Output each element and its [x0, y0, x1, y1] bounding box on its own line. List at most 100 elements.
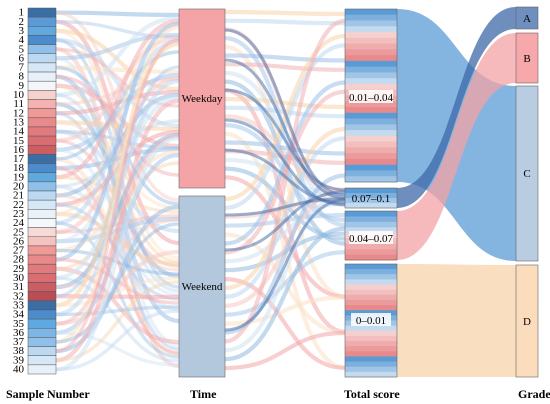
- time-score-link: [224, 28, 346, 197]
- score-label-007-01: 0.07–0.1: [352, 193, 391, 205]
- grade-column: A B C D: [515, 6, 539, 378]
- score-grade-link: [397, 7, 516, 208]
- sample-cell: [27, 218, 57, 228]
- score-stripe: [345, 269, 397, 275]
- sample-time-link: [55, 37, 180, 129]
- sample-cell: [27, 328, 57, 338]
- time-score-link: [224, 136, 346, 299]
- time-score-link: [224, 330, 346, 371]
- sample-number-label: 35: [13, 318, 25, 330]
- sample-number-label: 15: [13, 135, 25, 147]
- score-label-0-001: 0–0.01: [356, 315, 386, 327]
- sample-cell: [27, 337, 57, 347]
- sample-time-link: [55, 72, 180, 152]
- score-stripe: [345, 176, 397, 183]
- sample-number-label: 39: [13, 354, 25, 366]
- column-title-time: Time: [190, 387, 217, 401]
- sample-number-label: 2: [19, 16, 25, 28]
- node-weekday-label: Weekday: [182, 93, 223, 105]
- label-bg-004-007: [349, 231, 393, 244]
- sample-number-label: 14: [13, 126, 25, 138]
- node-grade-a: [515, 6, 539, 30]
- sample-number-label: 26: [13, 235, 25, 247]
- sample-number-label: 4: [19, 34, 25, 46]
- time-score-link: [224, 197, 346, 217]
- sample-time-link: [55, 75, 180, 235]
- sample-time-link: [55, 331, 180, 367]
- sample-time-link: [55, 65, 180, 75]
- score-stripe: [345, 60, 397, 68]
- score-stripe: [345, 101, 397, 108]
- sample-cell: [27, 209, 57, 219]
- sample-number-label: 19: [13, 171, 25, 183]
- sample-number-label: 40: [13, 364, 25, 376]
- time-score-link: [224, 58, 346, 200]
- score-stripe: [345, 274, 397, 280]
- score-stripe: [345, 130, 397, 137]
- score-stripe: [345, 20, 397, 27]
- node-score-004-007: [344, 210, 398, 261]
- sample-cell: [27, 108, 57, 119]
- time-score-link: [224, 226, 346, 362]
- time-score-link: [224, 140, 346, 156]
- sample-number-label: 11: [13, 98, 24, 110]
- node-score-0-001: [344, 263, 398, 378]
- score-stripe: [345, 170, 397, 177]
- score-stripe: [345, 193, 397, 199]
- score-stripe: [345, 289, 397, 296]
- score-stripe: [345, 83, 397, 91]
- score-stripe: [345, 135, 397, 143]
- score-stripe: [345, 198, 397, 204]
- sample-cell: [27, 318, 57, 329]
- sample-time-link: [55, 309, 180, 372]
- sample-cell: [27, 282, 57, 292]
- sample-time-link: [55, 249, 180, 326]
- score-stripe: [345, 227, 397, 234]
- score-stripe: [345, 158, 397, 166]
- time-score-link: [224, 198, 346, 332]
- score-stripe: [345, 112, 397, 119]
- time-column: Weekday Weekend: [178, 8, 226, 378]
- sample-cell: [27, 163, 57, 173]
- score-stripe: [345, 346, 397, 352]
- score-stripe: [345, 107, 397, 114]
- sample-number-label: 3: [19, 25, 25, 37]
- time-score-link: [224, 9, 346, 17]
- score-label-004-007: 0.04–0.07: [349, 233, 394, 245]
- score-stripe: [345, 78, 397, 85]
- score-stripe: [345, 9, 397, 16]
- sample-cell: [27, 172, 57, 183]
- sample-time-link: [55, 204, 180, 354]
- grade-label-b: B: [523, 53, 530, 65]
- score-stripe: [345, 243, 397, 250]
- sample-time-link: [55, 38, 180, 353]
- score-stripe: [345, 14, 397, 21]
- sample-time-link: [55, 10, 180, 18]
- sample-number-label: 34: [13, 309, 25, 321]
- time-score-link: [224, 33, 346, 202]
- sample-number-label: 25: [13, 226, 25, 238]
- sankey-links: [55, 7, 516, 377]
- score-stripe: [345, 221, 397, 228]
- score-stripe: [345, 147, 397, 154]
- node-grade-c: [515, 85, 539, 262]
- sample-time-link: [55, 135, 180, 372]
- grade-label-d: D: [523, 316, 531, 328]
- sample-time-link: [55, 78, 180, 317]
- time-score-link: [224, 175, 346, 299]
- node-grade-b: [515, 32, 539, 84]
- time-score-link: [224, 190, 346, 252]
- sample-number-column: [27, 7, 57, 375]
- sample-number-label: 7: [19, 62, 25, 74]
- sample-cell: [27, 181, 57, 192]
- score-stripe: [345, 55, 397, 62]
- node-weekend: [178, 195, 226, 378]
- score-stripe: [345, 279, 397, 285]
- label-bg-001-004: [349, 90, 393, 103]
- time-score-link: [224, 18, 346, 26]
- score-stripe: [345, 341, 397, 347]
- sample-number-label: 24: [13, 217, 25, 229]
- sample-time-link: [55, 38, 180, 289]
- sample-cell: [27, 99, 57, 109]
- sample-number-label: 31: [13, 281, 24, 293]
